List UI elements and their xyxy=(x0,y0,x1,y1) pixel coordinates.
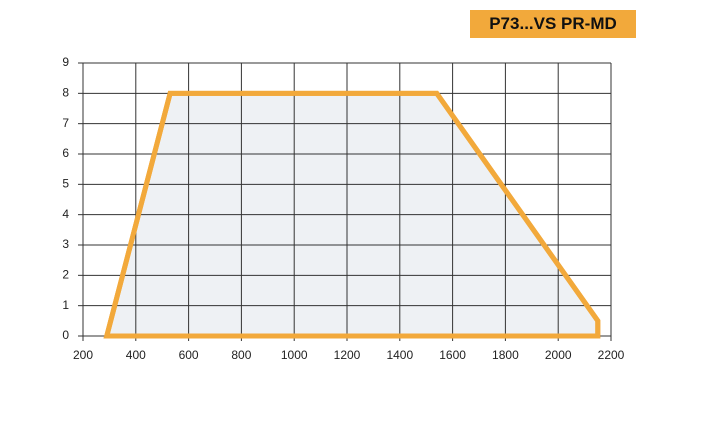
y-tick-label: 0 xyxy=(62,328,69,342)
y-tick-label: 5 xyxy=(62,177,69,191)
x-tick-label: 2200 xyxy=(598,348,625,362)
x-tick-label: 200 xyxy=(73,348,93,362)
x-tick-label: 2000 xyxy=(545,348,572,362)
y-tick-label: 6 xyxy=(62,146,69,160)
x-tick-label: 600 xyxy=(179,348,199,362)
y-tick-label: 9 xyxy=(62,55,69,69)
x-tick-label: 1000 xyxy=(281,348,308,362)
x-tick-label: 800 xyxy=(231,348,251,362)
x-tick-label: 400 xyxy=(126,348,146,362)
x-tick-label: 1200 xyxy=(334,348,361,362)
y-tick-label: 2 xyxy=(62,268,69,282)
chart-title: P73...VS PR-MD xyxy=(470,10,636,38)
y-tick-label: 3 xyxy=(62,237,69,251)
y-tick-label: 4 xyxy=(62,207,69,221)
y-tick-label: 1 xyxy=(62,298,69,312)
y-tick-label: 8 xyxy=(62,86,69,100)
x-tick-label: 1400 xyxy=(386,348,413,362)
working-range-outline xyxy=(103,90,601,339)
x-tick-label: 1600 xyxy=(439,348,466,362)
y-tick-label: 7 xyxy=(62,116,69,130)
x-tick-label: 1800 xyxy=(492,348,519,362)
